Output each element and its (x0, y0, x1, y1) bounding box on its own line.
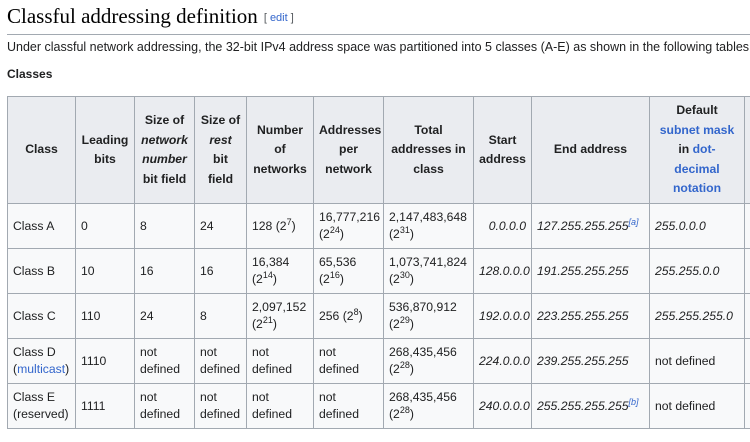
cell-start-address: 0.0.0.0 (473, 203, 532, 249)
footnote-link[interactable]: [b] (628, 396, 639, 407)
cell-overflow (744, 203, 750, 249)
cell-addresses-per-network: not defined (313, 383, 384, 429)
cell-subnet-mask: 255.255.255.0 (649, 293, 745, 339)
classes-subheading: Classes (7, 67, 53, 81)
cell-networks: 128 (27) (246, 203, 314, 249)
section-heading: Classful addressing definition [ edit ] (7, 4, 294, 29)
cell-overflow (744, 293, 750, 339)
table-row: Class A 0 8 24 128 (27) 16,777,216 (224) 2,147… (7, 203, 750, 249)
cell-subnet-mask: 255.0.0.0 (649, 203, 745, 249)
subnet-mask-link[interactable]: subnet mask (659, 122, 735, 137)
cell-class: Class E (reserved) (7, 383, 76, 429)
cell-overflow (744, 338, 750, 384)
cell-overflow (744, 383, 750, 429)
header-leading-bits: Leading bits (75, 96, 135, 204)
cell-networks: not defined (246, 383, 314, 429)
cell-class: Class A (7, 203, 76, 249)
cell-networks: 16,384 (214) (246, 248, 314, 294)
table-header-row: Class Leading bits Size of network number bi… (7, 96, 750, 204)
header-network-bit-size: Size of network number bit field (134, 96, 195, 204)
cell-rest-bits: 16 (194, 248, 247, 294)
cell-overflow (744, 248, 750, 294)
cell-start-address: 192.0.0.0 (473, 293, 532, 339)
cell-class: Class D (multicast) (7, 338, 76, 384)
cell-class: Class C (7, 293, 76, 339)
cell-start-address: 224.0.0.0 (473, 338, 532, 384)
header-default-subnet-mask: Default subnet mask in dot-decimal notation (649, 96, 745, 204)
cell-network-bits: 24 (134, 293, 195, 339)
cell-subnet-mask: not defined (649, 338, 745, 384)
cell-total-addresses: 536,870,912 (229) (383, 293, 474, 339)
cell-start-address: 240.0.0.0 (473, 383, 532, 429)
header-addresses-per-network: Addresses per network (313, 96, 384, 204)
header-start-address: Start address (473, 96, 532, 204)
table-row: Class B 10 16 16 16,384 (214) 65,536 (216) 1,0… (7, 248, 750, 294)
cell-addresses-per-network: 256 (28) (313, 293, 384, 339)
cell-leading-bits: 110 (75, 293, 135, 339)
edit-section: [ edit ] (263, 12, 294, 24)
section-title: Classful addressing definition (7, 4, 258, 28)
table-row: Class D (multicast) 1110 not defined not def… (7, 338, 750, 384)
heading-divider (7, 34, 750, 35)
header-rest-bit-size: Size of rest bit field (194, 96, 247, 204)
cell-rest-bits: 24 (194, 203, 247, 249)
cell-network-bits: not defined (134, 338, 195, 384)
cell-end-address: 255.255.255.255[b] (531, 383, 650, 429)
cell-network-bits: 16 (134, 248, 195, 294)
edit-link[interactable]: edit (269, 12, 288, 24)
cell-subnet-mask: 255.255.0.0 (649, 248, 745, 294)
classes-table: Class Leading bits Size of network number bi… (7, 96, 750, 429)
cell-total-addresses: 268,435,456 (228) (383, 383, 474, 429)
cell-leading-bits: 0 (75, 203, 135, 249)
cell-addresses-per-network: 16,777,216 (224) (313, 203, 384, 249)
cell-end-address: 239.255.255.255 (531, 338, 650, 384)
header-number-of-networks: Number of networks (246, 96, 314, 204)
table-row: Class E (reserved) 1111 not defined not defi… (7, 383, 750, 429)
header-end-address: End address (531, 96, 650, 204)
cell-leading-bits: 1110 (75, 338, 135, 384)
dot-decimal-link-1[interactable]: dot- (692, 142, 716, 157)
header-class: Class (7, 96, 76, 204)
cell-start-address: 128.0.0.0 (473, 248, 532, 294)
cell-end-address: 223.255.255.255 (531, 293, 650, 339)
cell-rest-bits: not defined (194, 338, 247, 384)
cell-network-bits: not defined (134, 383, 195, 429)
table-row: Class C 110 24 8 2,097,152 (221) 256 (28) 536,… (7, 293, 750, 339)
cell-leading-bits: 10 (75, 248, 135, 294)
footnote-link[interactable]: [a] (628, 216, 639, 227)
cell-network-bits: 8 (134, 203, 195, 249)
cell-class: Class B (7, 248, 76, 294)
multicast-link[interactable]: multicast (17, 362, 66, 376)
cell-leading-bits: 1111 (75, 383, 135, 429)
cell-addresses-per-network: 65,536 (216) (313, 248, 384, 294)
cell-total-addresses: 2,147,483,648 (231) (383, 203, 474, 249)
cell-end-address: 191.255.255.255 (531, 248, 650, 294)
cell-addresses-per-network: not defined (313, 338, 384, 384)
cell-subnet-mask: not defined (649, 383, 745, 429)
dot-decimal-link-3[interactable]: notation (672, 181, 722, 196)
cell-end-address: 127.255.255.255[a] (531, 203, 650, 249)
cell-networks: not defined (246, 338, 314, 384)
intro-paragraph: Under classful network addressing, the 3… (7, 40, 750, 54)
cell-rest-bits: 8 (194, 293, 247, 339)
header-overflow-cell (744, 96, 750, 204)
cell-total-addresses: 1,073,741,824 (230) (383, 248, 474, 294)
cell-rest-bits: not defined (194, 383, 247, 429)
dot-decimal-link-2[interactable]: decimal (674, 161, 720, 176)
header-total-addresses: Total addresses in class (383, 96, 474, 204)
cell-networks: 2,097,152 (221) (246, 293, 314, 339)
cell-total-addresses: 268,435,456 (228) (383, 338, 474, 384)
